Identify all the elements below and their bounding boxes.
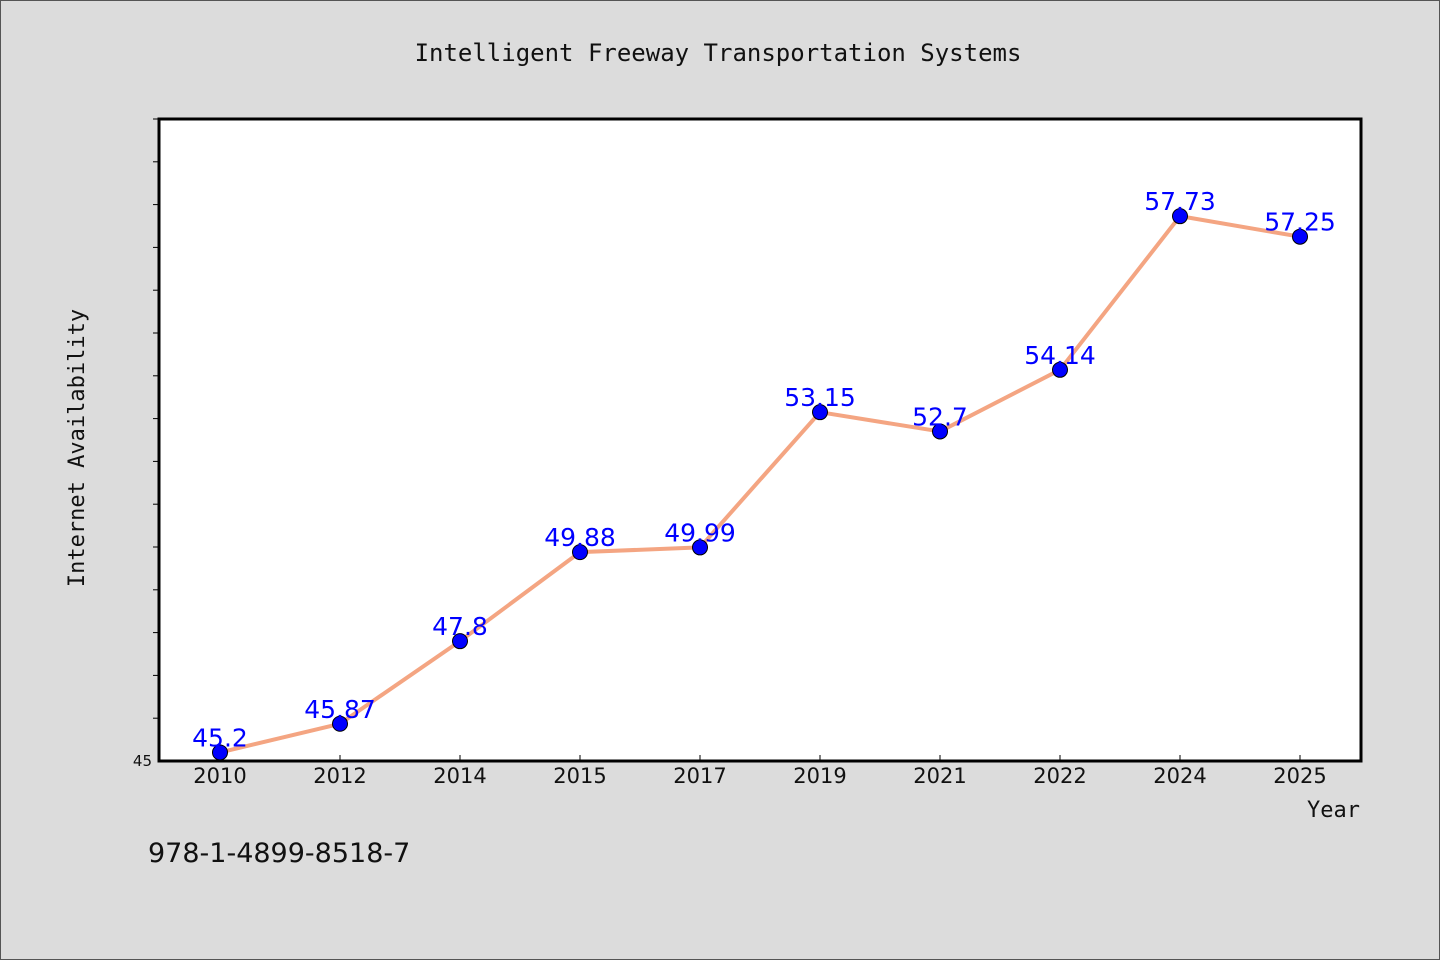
data-point-2010: [212, 744, 228, 761]
data-label-2019: 53.15: [784, 383, 856, 412]
marker-layer: [212, 208, 1308, 761]
data-point-2019: [812, 404, 828, 421]
data-label-2015: 49.88: [544, 523, 616, 552]
plot-area: [157, 117, 1363, 763]
x-tick-label: 2017: [673, 764, 726, 788]
data-label-2024: 57.73: [1144, 187, 1216, 216]
x-tick-label: 2015: [553, 764, 606, 788]
data-label-2025: 57.25: [1264, 208, 1336, 237]
x-axis-title: Year: [1307, 798, 1360, 823]
chart-title: Intelligent Freeway Transportation Syste…: [415, 39, 1022, 67]
data-label-2014: 47.8: [432, 612, 488, 641]
x-tick-label: 2012: [313, 764, 366, 788]
data-label-2010: 45.2: [192, 723, 248, 752]
x-tick-label: 2022: [1033, 764, 1086, 788]
data-point-2012: [332, 715, 348, 732]
data-label-2021: 52.7: [912, 402, 968, 431]
y-axis-title: Internet Availability: [65, 309, 90, 587]
x-tick-label: 2021: [913, 764, 966, 788]
x-tick-label: 2024: [1153, 764, 1206, 788]
data-label-layer: 45.2 45.87 47.8 49.88 49.99 53.15 52.7 54.14 57.…: [192, 187, 1336, 752]
data-point-2025: [1292, 228, 1308, 245]
x-axis: 2010 2012 2014 2015 2017 2019 2021 2022 2024 2025: [193, 755, 1327, 788]
y-tick-label: 45: [133, 752, 152, 770]
x-tick-label: 2019: [793, 764, 846, 788]
x-tick-label: 2025: [1273, 764, 1326, 788]
x-tick-label: 2014: [433, 764, 486, 788]
data-point-2015: [572, 544, 588, 561]
data-point-2017: [692, 539, 708, 556]
data-label-2022: 54.14: [1024, 341, 1096, 370]
data-point-2022: [1052, 361, 1068, 378]
data-point-2021: [932, 423, 948, 440]
data-point-2014: [452, 633, 468, 650]
y-axis: 45: [133, 118, 159, 770]
series-line: [219, 214, 1301, 755]
data-label-2017: 49.99: [664, 518, 736, 547]
isbn-text: 978-1-4899-8518-7: [148, 838, 410, 869]
x-tick-label: 2010: [193, 764, 246, 788]
data-point-2024: [1172, 208, 1188, 225]
data-label-2012: 45.87: [304, 695, 376, 724]
series-line-layer: [219, 214, 1301, 755]
